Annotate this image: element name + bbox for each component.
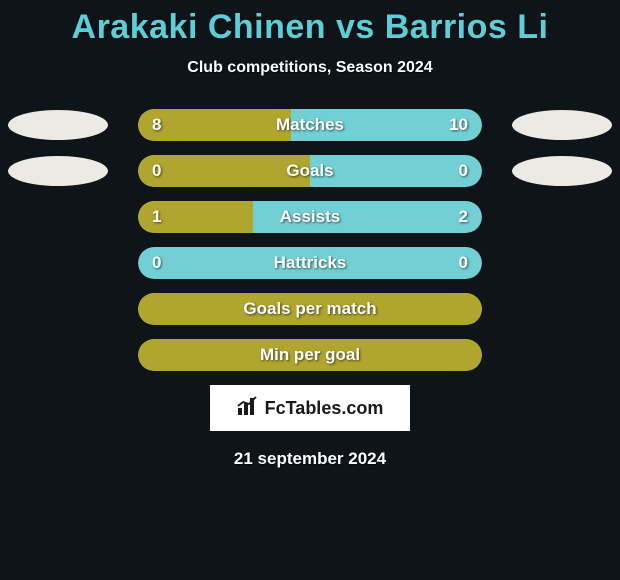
player-left-marker bbox=[8, 156, 108, 186]
stat-bar: Goals per match bbox=[138, 293, 482, 325]
stat-row: 00Goals bbox=[0, 155, 620, 187]
page-title: Arakaki Chinen vs Barrios Li bbox=[0, 8, 620, 47]
stat-label: Goals per match bbox=[138, 293, 482, 325]
stat-row: 810Matches bbox=[0, 109, 620, 141]
stat-bar: 00Hattricks bbox=[138, 247, 482, 279]
stat-row: 00Hattricks bbox=[0, 247, 620, 279]
footer-date: 21 september 2024 bbox=[0, 449, 620, 469]
stat-label: Goals bbox=[138, 155, 482, 187]
stats-area: 810Matches 00Goals 12Assists 00Hattricks Goa… bbox=[0, 109, 620, 371]
player-left-marker bbox=[8, 110, 108, 140]
stat-label: Min per goal bbox=[138, 339, 482, 371]
stat-bar: 00Goals bbox=[138, 155, 482, 187]
logo-chart-icon bbox=[237, 396, 259, 421]
stat-bar: Min per goal bbox=[138, 339, 482, 371]
subtitle: Club competitions, Season 2024 bbox=[0, 59, 620, 77]
stat-label: Matches bbox=[138, 109, 482, 141]
stat-row: Min per goal bbox=[0, 339, 620, 371]
stat-label: Assists bbox=[138, 201, 482, 233]
stat-bar: 810Matches bbox=[138, 109, 482, 141]
comparison-card: Arakaki Chinen vs Barrios Li Club compet… bbox=[0, 0, 620, 469]
logo-text: FcTables.com bbox=[265, 398, 384, 419]
stat-row: 12Assists bbox=[0, 201, 620, 233]
player-right-marker bbox=[512, 110, 612, 140]
stat-label: Hattricks bbox=[138, 247, 482, 279]
stat-bar: 12Assists bbox=[138, 201, 482, 233]
player-right-marker bbox=[512, 156, 612, 186]
stat-row: Goals per match bbox=[0, 293, 620, 325]
source-logo: FcTables.com bbox=[210, 385, 410, 431]
